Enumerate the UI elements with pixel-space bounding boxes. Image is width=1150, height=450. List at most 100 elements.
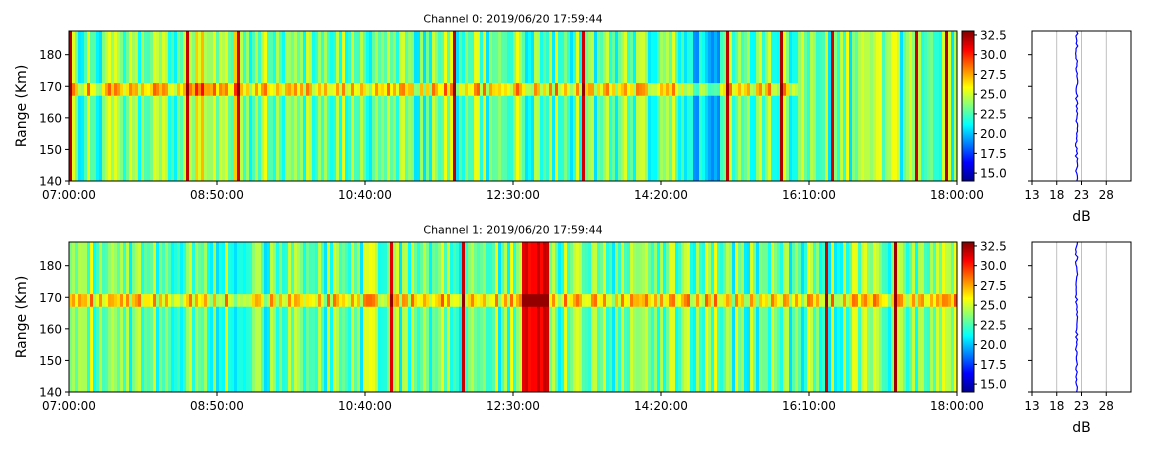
- y-tick-label: 140: [39, 386, 62, 400]
- heatmap-column: [789, 31, 793, 181]
- heatmap-column: [477, 31, 481, 181]
- heatmap-column: [276, 31, 280, 181]
- echo-band-cell: [531, 294, 535, 307]
- echo-band-cell: [945, 294, 949, 307]
- echo-band-cell: [915, 294, 919, 307]
- heatmap-column: [438, 242, 442, 392]
- heatmap-column: [144, 242, 148, 392]
- echo-band-cell: [774, 294, 778, 307]
- heatmap-column: [282, 242, 286, 392]
- echo-band-cell: [528, 294, 532, 307]
- echo-band-cell: [156, 83, 160, 96]
- heatmap-column: [570, 242, 574, 392]
- colorbar-tick-label: 22.5: [980, 107, 1007, 121]
- echo-band-cell: [342, 294, 346, 307]
- heatmap-column: [675, 242, 679, 392]
- heatmap-column: [225, 31, 229, 181]
- heatmap-column: [453, 242, 457, 392]
- heatmap-column: [579, 242, 583, 392]
- heatmap-column: [390, 242, 394, 392]
- echo-band-cell: [708, 294, 712, 307]
- echo-band-cell: [909, 294, 913, 307]
- heatmap-column: [264, 242, 268, 392]
- heatmap-column: [636, 31, 640, 181]
- echo-band-cell: [432, 294, 436, 307]
- echo-band-cell: [438, 294, 442, 307]
- echo-band-cell: [660, 294, 664, 307]
- heatmap-column: [480, 242, 484, 392]
- heatmap-column: [783, 31, 787, 181]
- echo-band-cell: [543, 83, 547, 96]
- profile-x-tick-label: 23: [1074, 188, 1089, 202]
- echo-band-cell: [444, 83, 448, 96]
- echo-band-cell: [321, 294, 325, 307]
- echo-band-cell: [168, 83, 172, 96]
- echo-band-cell: [642, 294, 646, 307]
- echo-band-cell: [315, 83, 319, 96]
- colorbar-tick-label: 27.5: [980, 68, 1007, 82]
- heatmap-column: [876, 31, 880, 181]
- echo-band-cell: [648, 294, 652, 307]
- heatmap-column: [213, 31, 217, 181]
- heatmap-column: [507, 31, 511, 181]
- heatmap-column: [651, 31, 655, 181]
- echo-band-cell: [549, 83, 553, 96]
- heatmap-column: [492, 31, 496, 181]
- profile-x-tick-label: 23: [1074, 399, 1089, 413]
- heatmap-column: [867, 31, 871, 181]
- heatmap-column: [234, 242, 238, 392]
- heatmap-column: [393, 31, 397, 181]
- heatmap-column: [633, 31, 637, 181]
- echo-band-cell: [360, 294, 364, 307]
- echo-band-cell: [690, 83, 694, 96]
- heatmap-column: [888, 31, 892, 181]
- heatmap-column: [780, 242, 784, 392]
- echo-band-cell: [579, 294, 583, 307]
- heatmap-column: [768, 242, 772, 392]
- echo-band-cell: [789, 83, 793, 96]
- heatmap-column: [312, 31, 316, 181]
- echo-band-cell: [615, 83, 619, 96]
- heatmap-column: [339, 242, 343, 392]
- heatmap-column: [114, 242, 118, 392]
- heatmap-column: [867, 242, 871, 392]
- echo-band-cell: [642, 83, 646, 96]
- x-tick-label: 16:10:00: [782, 188, 836, 202]
- echo-band-cell: [483, 294, 487, 307]
- heatmap-column: [285, 242, 289, 392]
- echo-band-cell: [417, 83, 421, 96]
- heatmap-column: [246, 31, 250, 181]
- echo-band-cell: [609, 294, 613, 307]
- heatmap-column: [300, 31, 304, 181]
- heatmap-column: [384, 242, 388, 392]
- heatmap-column: [270, 242, 274, 392]
- echo-band-cell: [507, 294, 511, 307]
- echo-band-cell: [201, 83, 205, 96]
- echo-band-cell: [96, 294, 100, 307]
- echo-band-cell: [807, 294, 811, 307]
- heatmap-column: [255, 31, 259, 181]
- echo-band-cell: [897, 294, 901, 307]
- heatmap-column: [675, 31, 679, 181]
- heatmap-column: [582, 31, 586, 181]
- echo-band-cell: [147, 83, 151, 96]
- echo-band-cell: [357, 294, 361, 307]
- echo-band-cell: [459, 83, 463, 96]
- echo-band-cell: [87, 83, 91, 96]
- heatmap-column: [753, 242, 757, 392]
- heatmap-column: [471, 31, 475, 181]
- echo-band-cell: [648, 83, 652, 96]
- heatmap-column: [519, 31, 523, 181]
- echo-band-cell: [861, 294, 865, 307]
- echo-band-cell: [117, 83, 121, 96]
- heatmap-column: [933, 31, 937, 181]
- profile-x-tick-label: 13: [1024, 188, 1039, 202]
- echo-band-cell: [612, 83, 616, 96]
- echo-band-cell: [282, 83, 286, 96]
- heatmap-column: [516, 31, 520, 181]
- echo-band-cell: [438, 83, 442, 96]
- echo-band-cell: [72, 83, 76, 96]
- heatmap-column: [720, 242, 724, 392]
- heatmap-column: [663, 31, 667, 181]
- heatmap-column: [108, 242, 112, 392]
